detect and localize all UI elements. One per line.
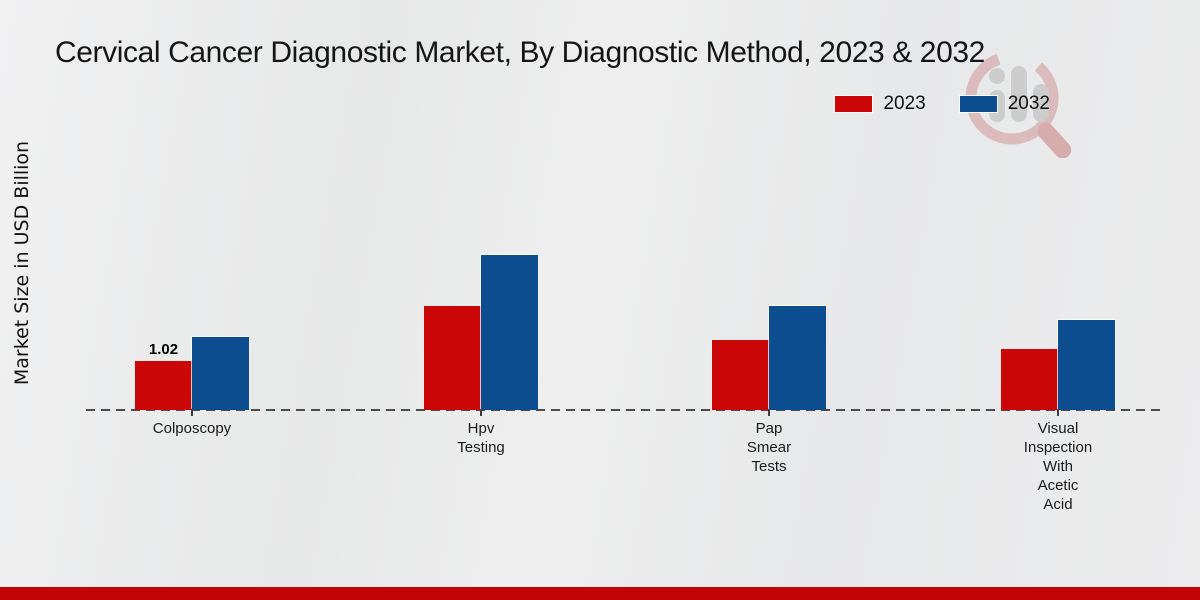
legend-label-2032: 2032 (1007, 93, 1050, 114)
x-axis-baseline (86, 409, 1164, 411)
bar-value-label: 1.02 (148, 341, 179, 358)
bar-2023-visual-inspection-with-acetic-acid (1001, 349, 1058, 410)
bar-2023-hpv-testing (424, 306, 481, 410)
bar-2023-pap-smear-tests (712, 340, 769, 410)
category-label: Visual Inspection With Acetic Acid (1023, 420, 1093, 513)
legend-label-2023: 2023 (883, 93, 926, 114)
category-label: Pap Smear Tests (746, 420, 792, 475)
bar-2032-pap-smear-tests (769, 306, 826, 410)
bar-2032-colposcopy (192, 337, 249, 410)
legend-swatch-2023 (835, 96, 873, 112)
bar-2032-hpv-testing (481, 255, 538, 410)
legend-item-2032: 2032 (959, 93, 1050, 115)
chart-title: Cervical Cancer Diagnostic Market, By Di… (55, 36, 985, 69)
category-label: Colposcopy (152, 420, 232, 437)
legend: 2023 2032 (835, 93, 1050, 115)
x-axis-tick (480, 410, 482, 416)
x-axis-tick (191, 410, 193, 416)
legend-swatch-2032 (959, 96, 997, 112)
category-label: Hpv Testing (457, 420, 505, 456)
legend-item-2023: 2023 (835, 93, 926, 115)
footer-accent-bar (0, 587, 1200, 600)
bar-2023-colposcopy (135, 361, 192, 410)
x-axis-tick (768, 410, 770, 416)
bar-2032-visual-inspection-with-acetic-acid (1058, 320, 1115, 410)
x-axis-tick (1057, 410, 1059, 416)
